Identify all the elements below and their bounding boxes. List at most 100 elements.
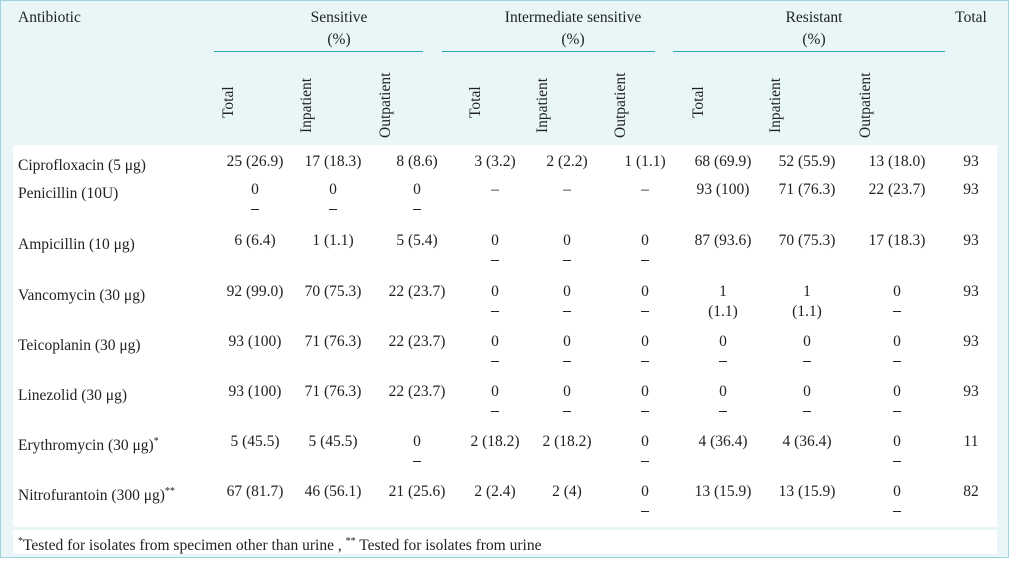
zero-mark — [491, 411, 499, 412]
row-antibiotic: Ampicillin (10 μg) — [18, 232, 135, 254]
row-total: 93 — [963, 153, 979, 170]
table-cell: 1 (1.1) — [312, 232, 354, 249]
antibiotic-name: Teicoplanin (30 μg) — [18, 337, 141, 355]
table-cell: 2 (18.2) — [542, 433, 592, 450]
table-cell: 0 — [719, 333, 727, 350]
table-cell: 0 — [719, 383, 727, 400]
intermediate-group-rule — [442, 51, 655, 52]
subheader-sensitive-outpatient: Outpatient — [377, 72, 394, 138]
table-cell: 0 — [491, 333, 499, 350]
zero-mark — [329, 209, 337, 210]
antibiotic-name: Linezolid (30 μg) — [18, 387, 128, 405]
header-sensitive-pct: (%) — [327, 31, 351, 48]
table-cell: 22 (23.7) — [388, 333, 446, 350]
row-total: 11 — [963, 433, 979, 450]
zero-mark — [413, 209, 421, 210]
antibiotic-footnote-marker: ** — [164, 486, 175, 497]
header-resistant-pct: (%) — [802, 31, 826, 48]
header-antibiotic: Antibiotic — [18, 9, 81, 26]
zero-mark — [641, 361, 649, 362]
table-cell: 0 — [803, 333, 811, 350]
table-cell: 4 (36.4) — [698, 433, 748, 450]
footnote-marker-2: ** — [345, 536, 356, 547]
header-resistant: Resistant — [785, 9, 843, 26]
zero-mark — [641, 511, 649, 512]
zero-mark — [893, 511, 901, 512]
table-cell: 0 — [641, 283, 649, 300]
zero-mark — [641, 311, 649, 312]
table-cell: 4 (36.4) — [782, 433, 832, 450]
table-cell: 0 — [491, 283, 499, 300]
subheader-intermediate-outpatient: Outpatient — [612, 72, 629, 138]
zero-mark — [893, 361, 901, 362]
table-cell: 2 (4) — [552, 483, 582, 500]
table-cell: 68 (69.9) — [694, 153, 752, 170]
table-cell: 1 — [803, 283, 811, 300]
table-cell: 5 (45.5) — [308, 433, 358, 450]
subheader-resistant-inpatient: Inpatient — [767, 77, 784, 133]
table-cell: 52 (55.9) — [778, 153, 836, 170]
table-cell: 70 (75.3) — [778, 232, 836, 249]
table-cell: 0 — [563, 383, 571, 400]
table-cell: 17 (18.3) — [868, 232, 926, 249]
zero-mark — [803, 361, 811, 362]
table-cell: 87 (93.6) — [694, 232, 752, 249]
antibiotic-name: Penicillin (10U) — [18, 185, 119, 203]
table-cell: 22 (23.7) — [388, 283, 446, 300]
row-antibiotic: Ciprofloxacin (5 μg) — [18, 153, 146, 175]
table-cell: 0 — [893, 283, 901, 300]
row-antibiotic: Nitrofurantoin (300 μg)** — [18, 483, 175, 505]
footnote-text-2: Tested for isolates from urine — [355, 537, 542, 555]
row-antibiotic: Vancomycin (30 μg) — [18, 283, 145, 305]
table-cell: 3 (3.2) — [474, 153, 516, 170]
zero-mark — [641, 461, 649, 462]
header-intermediate-pct: (%) — [561, 31, 585, 48]
zero-mark — [719, 361, 727, 362]
footnote: *Tested for isolates from specimen other… — [18, 533, 541, 555]
table-cell: 0 — [251, 181, 259, 198]
table-cell: 13 (15.9) — [778, 483, 836, 500]
table-cell: 46 (56.1) — [304, 483, 362, 500]
zero-mark — [563, 411, 571, 412]
table-cell: 0 — [329, 181, 337, 198]
zero-mark — [893, 411, 901, 412]
table-cell: 0 — [641, 383, 649, 400]
header-total: Total — [955, 9, 987, 26]
table-cell: 22 (23.7) — [868, 181, 926, 198]
table-cell: 0 — [491, 383, 499, 400]
row-antibiotic: Penicillin (10U) — [18, 181, 118, 203]
table-cell: 8 (8.6) — [396, 153, 438, 170]
row-total: 93 — [963, 181, 979, 198]
table-cell: 2 (2.4) — [474, 483, 516, 500]
header-intermediate: Intermediate sensitive — [504, 9, 642, 26]
table-body-background — [13, 145, 997, 527]
zero-mark — [251, 209, 259, 210]
table-cell-continued: (1.1) — [792, 303, 822, 320]
table-cell: 0 — [563, 333, 571, 350]
zero-mark — [893, 461, 901, 462]
table-cell: 25 (26.9) — [226, 153, 284, 170]
table-cell: 0 — [641, 433, 649, 450]
table-cell: 93 (100) — [696, 181, 750, 198]
antibiotic-footnote-marker: * — [153, 436, 159, 447]
table-cell: 6 (6.4) — [234, 232, 276, 249]
table-cell: 13 (18.0) — [868, 153, 926, 170]
table-cell: 0 — [893, 433, 901, 450]
sensitive-group-rule — [214, 51, 423, 52]
subheader-resistant-total: Total — [690, 86, 707, 118]
table-cell: 67 (81.7) — [226, 483, 284, 500]
table-cell: 0 — [413, 181, 421, 198]
table-cell: 17 (18.3) — [304, 153, 362, 170]
zero-mark — [491, 260, 499, 261]
table-cell: 71 (76.3) — [304, 383, 362, 400]
table-cell: 2 (2.2) — [546, 153, 588, 170]
table-cell: – — [491, 181, 499, 198]
table-cell: 70 (75.3) — [304, 283, 362, 300]
zero-mark — [563, 260, 571, 261]
zero-mark — [413, 461, 421, 462]
zero-mark — [563, 361, 571, 362]
resistant-group-rule — [673, 51, 945, 52]
zero-mark — [491, 311, 499, 312]
row-antibiotic: Erythromycin (30 μg)* — [18, 433, 159, 455]
